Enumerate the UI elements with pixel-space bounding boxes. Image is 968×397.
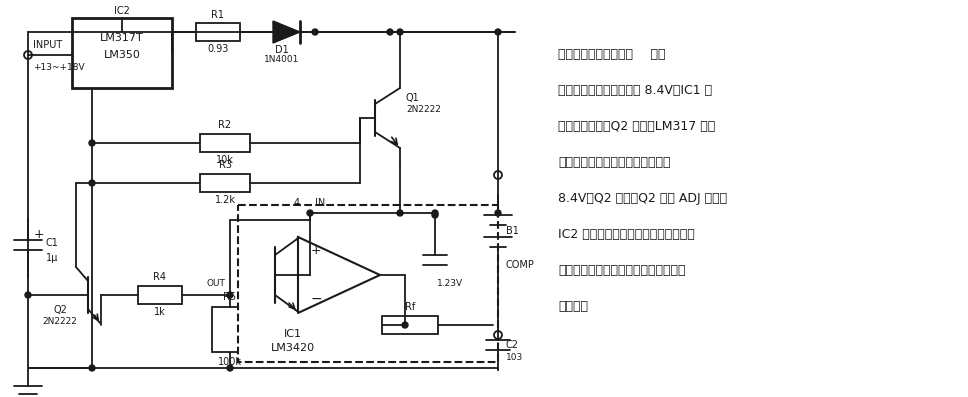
- Text: 0.93: 0.93: [207, 44, 228, 54]
- Text: 输出端无输出，Q2 关断，LM317 工作: 输出端无输出，Q2 关断，LM317 工作: [558, 120, 715, 133]
- Circle shape: [397, 210, 403, 216]
- Text: 1k: 1k: [154, 307, 166, 317]
- Text: 2N2222: 2N2222: [43, 318, 77, 326]
- Circle shape: [402, 322, 408, 328]
- Bar: [138, 286, 182, 304]
- Text: LM350: LM350: [104, 50, 140, 60]
- Text: C2: C2: [506, 340, 519, 350]
- Text: 8.4V，Q2 导通，Q2 控制 ADJ 端，令: 8.4V，Q2 导通，Q2 控制 ADJ 端，令: [558, 192, 727, 205]
- Text: +: +: [34, 227, 45, 241]
- Text: 1μ: 1μ: [46, 253, 58, 263]
- Text: COMP: COMP: [506, 260, 535, 270]
- Circle shape: [24, 51, 32, 59]
- Text: C1: C1: [46, 238, 59, 248]
- Text: 4: 4: [294, 198, 300, 208]
- Text: IN: IN: [315, 198, 325, 208]
- Circle shape: [307, 210, 313, 216]
- Text: LM3420: LM3420: [271, 343, 315, 353]
- Circle shape: [227, 365, 233, 371]
- Text: 在恒流输出状态。当电池电压升至: 在恒流输出状态。当电池电压升至: [558, 156, 671, 169]
- Text: IC2 的输出端电压大幅度下降使充电电: IC2 的输出端电压大幅度下降使充电电: [558, 228, 695, 241]
- Bar: [72, 18, 172, 88]
- Text: 锂离子电池的充电电路    在开: 锂离子电池的充电电路 在开: [558, 48, 666, 61]
- Text: D1: D1: [275, 45, 288, 55]
- Circle shape: [432, 212, 438, 218]
- Text: 1N4001: 1N4001: [264, 56, 300, 64]
- Text: 10k: 10k: [216, 155, 234, 165]
- Text: 103: 103: [506, 353, 524, 362]
- Text: R3: R3: [219, 160, 231, 170]
- Circle shape: [89, 365, 95, 371]
- Text: 100k: 100k: [218, 357, 242, 367]
- Text: 1.23V: 1.23V: [437, 279, 463, 287]
- Circle shape: [89, 140, 95, 146]
- Bar: [238, 205, 498, 362]
- Bar: [196, 23, 240, 41]
- Text: OUT: OUT: [206, 279, 225, 287]
- Text: 流维持在很小的数值上，让电池处于浮: 流维持在很小的数值上，让电池处于浮: [558, 264, 685, 277]
- Text: LM317T: LM317T: [100, 33, 144, 43]
- Text: INPUT: INPUT: [33, 40, 62, 50]
- Circle shape: [227, 292, 233, 298]
- Text: IC2: IC2: [114, 6, 130, 16]
- Text: R2: R2: [219, 120, 231, 130]
- Text: R5: R5: [224, 292, 236, 302]
- Bar: [200, 134, 250, 152]
- Circle shape: [432, 210, 438, 216]
- Circle shape: [312, 29, 318, 35]
- Circle shape: [495, 29, 501, 35]
- Text: −: −: [310, 292, 321, 306]
- Text: +13~+18V: +13~+18V: [33, 62, 84, 71]
- Circle shape: [397, 29, 403, 35]
- Text: 2N2222: 2N2222: [406, 106, 440, 114]
- Text: R4: R4: [154, 272, 166, 282]
- Text: IC1: IC1: [284, 329, 302, 339]
- Text: 充状态。: 充状态。: [558, 300, 588, 313]
- Text: 始充电时，电池电压低于 8.4V，IC1 的: 始充电时，电池电压低于 8.4V，IC1 的: [558, 84, 712, 97]
- Circle shape: [494, 331, 502, 339]
- Bar: [382, 316, 438, 334]
- Circle shape: [494, 171, 502, 179]
- Text: Q1: Q1: [406, 93, 420, 103]
- Text: +: +: [311, 245, 321, 258]
- Bar: [212, 307, 248, 352]
- Text: Rf: Rf: [405, 302, 415, 312]
- Text: Q2: Q2: [53, 305, 67, 315]
- Bar: [200, 174, 250, 192]
- Text: 1.2k: 1.2k: [215, 195, 235, 205]
- Circle shape: [495, 210, 501, 216]
- Circle shape: [387, 29, 393, 35]
- Polygon shape: [273, 21, 300, 43]
- Circle shape: [25, 292, 31, 298]
- Circle shape: [89, 180, 95, 186]
- Text: R1: R1: [211, 10, 225, 20]
- Text: B1: B1: [506, 226, 519, 236]
